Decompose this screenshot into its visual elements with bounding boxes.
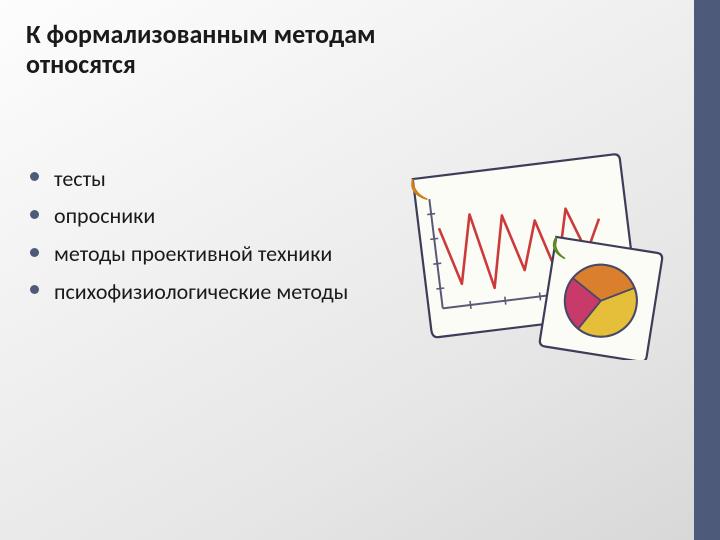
list-item-text: опросники xyxy=(54,202,155,229)
title-line-1: К формализованным методам xyxy=(26,18,376,50)
slide-title: К формализованным методам относятся xyxy=(26,20,668,80)
list-item: методы проективной техники xyxy=(26,239,366,269)
bullet-list: тесты опросники методы проективной техни… xyxy=(26,164,366,315)
slide-body: К формализованным методам относятся тест… xyxy=(0,0,694,540)
list-item: опросники xyxy=(26,201,366,231)
list-item-text: психофизиологические методы xyxy=(54,278,348,305)
list-item-text: методы проективной техники xyxy=(54,240,332,267)
chart-illustration xyxy=(404,150,664,360)
title-line-2: относятся xyxy=(26,48,136,80)
list-item-text: тесты xyxy=(54,165,106,192)
bullet-icon xyxy=(30,172,39,181)
bullet-icon xyxy=(30,248,39,257)
list-item: тесты xyxy=(26,164,366,194)
bullet-icon xyxy=(30,210,39,219)
right-sidebar xyxy=(694,0,720,540)
bullet-icon xyxy=(30,285,39,294)
list-item: психофизиологические методы xyxy=(26,277,366,307)
